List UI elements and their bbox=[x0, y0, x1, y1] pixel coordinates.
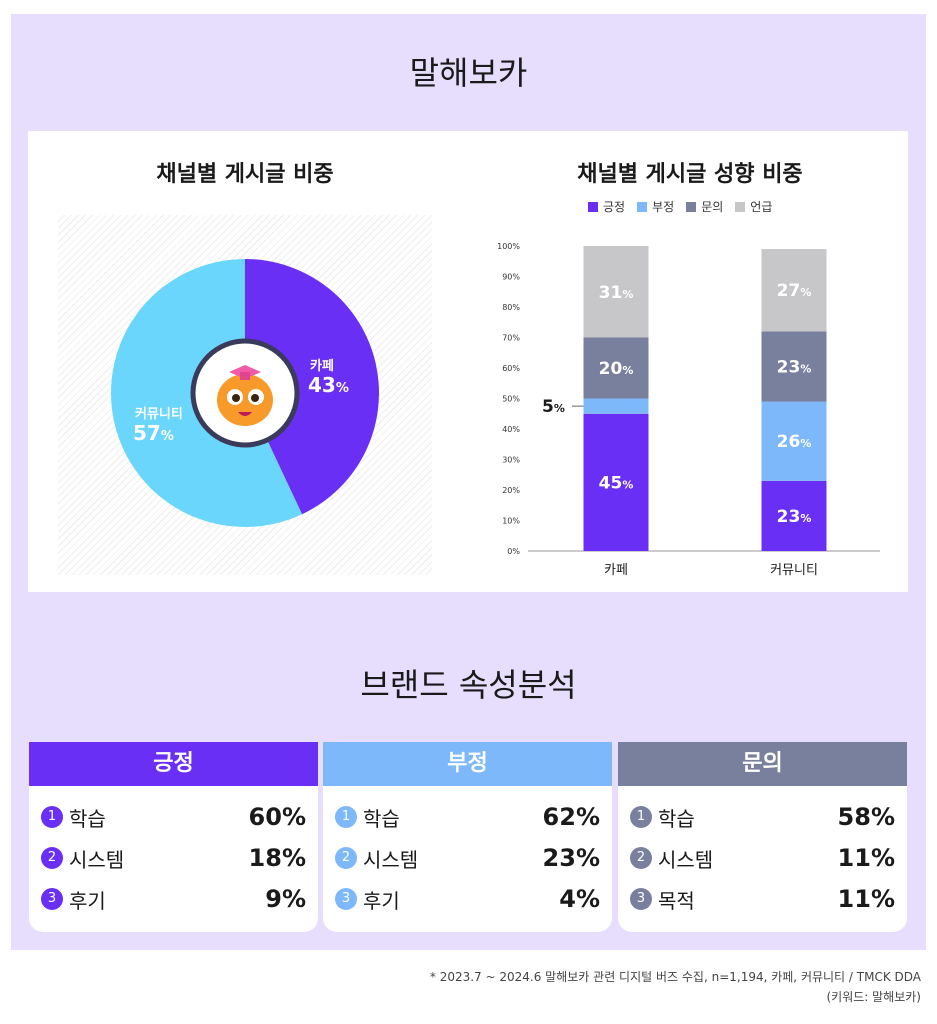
item-percent: 62% bbox=[542, 803, 600, 831]
legend-label: 문의 bbox=[701, 200, 724, 214]
item-label: 시스템 bbox=[363, 847, 419, 872]
legend-swatch bbox=[637, 202, 648, 212]
item-label: 학습 bbox=[363, 806, 400, 831]
item-percent: 4% bbox=[559, 885, 600, 913]
legend-label: 부정 bbox=[652, 200, 675, 214]
list-item: 2 시스템 23% bbox=[335, 841, 600, 875]
pie-chart-title: 채널별 게시글 비중 bbox=[156, 162, 334, 187]
legend-mention: 언급 bbox=[735, 198, 772, 215]
item-label: 목적 bbox=[658, 888, 695, 913]
pie-value-cafe: 43% bbox=[308, 373, 349, 397]
item-label: 시스템 bbox=[658, 847, 714, 872]
list-item: 3 후기 9% bbox=[41, 882, 306, 916]
panel-inquiry: 문의 1 학습 58% 2 시스템 11% 3 목적 11% bbox=[618, 742, 907, 932]
legend-positive: 긍정 bbox=[588, 198, 625, 215]
rank-badge: 3 bbox=[335, 888, 357, 910]
pie-slice-cafe bbox=[245, 259, 379, 515]
list-item: 3 후기 4% bbox=[335, 882, 600, 916]
legend-swatch bbox=[735, 202, 746, 212]
panel-negative: 부정 1 학습 62% 2 시스템 23% 3 후기 4% bbox=[323, 742, 612, 932]
mascot-icon bbox=[217, 365, 273, 426]
bar-chart-title: 채널별 게시글 성향 비중 bbox=[577, 162, 803, 187]
rank-badge: 2 bbox=[630, 847, 652, 869]
rank-badge: 1 bbox=[335, 806, 357, 828]
item-label: 학습 bbox=[69, 806, 106, 831]
list-item: 1 학습 62% bbox=[335, 800, 600, 834]
page-title: 말해보카 bbox=[409, 54, 528, 92]
bar-legend: 긍정 부정 문의 언급 bbox=[588, 198, 772, 215]
rank-badge: 3 bbox=[41, 888, 63, 910]
item-percent: 11% bbox=[837, 885, 895, 913]
panel-header: 부정 bbox=[323, 742, 612, 786]
legend-label: 언급 bbox=[750, 200, 773, 214]
item-percent: 58% bbox=[837, 803, 895, 831]
panel-header: 긍정 bbox=[29, 742, 318, 786]
list-item: 1 학습 58% bbox=[630, 800, 895, 834]
pie-label-cafe: 카페 bbox=[310, 359, 334, 374]
rank-badge: 1 bbox=[41, 806, 63, 828]
pie-value-community: 57% bbox=[133, 421, 174, 445]
list-item: 2 시스템 11% bbox=[630, 841, 895, 875]
legend-swatch bbox=[686, 202, 697, 212]
item-label: 후기 bbox=[363, 888, 400, 913]
item-percent: 11% bbox=[837, 844, 895, 872]
item-label: 후기 bbox=[69, 888, 106, 913]
legend-label: 긍정 bbox=[603, 200, 626, 214]
footnote-source: * 2023.7 ~ 2024.6 말해보카 관련 디지털 버즈 수집, n=1… bbox=[429, 970, 921, 984]
item-percent: 9% bbox=[265, 885, 306, 913]
item-label: 학습 bbox=[658, 806, 695, 831]
rank-badge: 3 bbox=[630, 888, 652, 910]
panel-header: 문의 bbox=[618, 742, 907, 786]
item-percent: 18% bbox=[248, 844, 306, 872]
footnote-keyword: (키워드: 말해보카) bbox=[826, 990, 921, 1004]
rank-badge: 1 bbox=[630, 806, 652, 828]
legend-swatch bbox=[588, 202, 598, 212]
item-percent: 23% bbox=[542, 844, 600, 872]
pie-label-community: 커뮤니티 bbox=[135, 406, 183, 422]
legend-negative: 부정 bbox=[637, 198, 674, 215]
list-item: 1 학습 60% bbox=[41, 800, 306, 834]
section-title: 브랜드 속성분석 bbox=[360, 666, 577, 704]
list-item: 3 목적 11% bbox=[630, 882, 895, 916]
rank-badge: 2 bbox=[335, 847, 357, 869]
rank-badge: 2 bbox=[41, 847, 63, 869]
list-item: 2 시스템 18% bbox=[41, 841, 306, 875]
legend-inquiry: 문의 bbox=[686, 198, 723, 215]
panel-positive: 긍정 1 학습 60% 2 시스템 18% 3 후기 9% bbox=[29, 742, 318, 932]
item-percent: 60% bbox=[248, 803, 306, 831]
item-label: 시스템 bbox=[69, 847, 125, 872]
